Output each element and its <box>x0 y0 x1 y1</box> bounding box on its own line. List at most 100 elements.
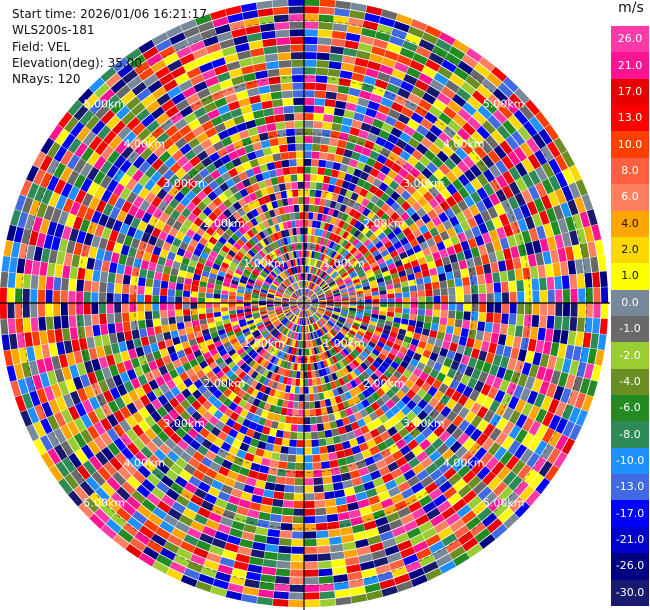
velocity-gate <box>158 365 169 376</box>
velocity-gate <box>434 413 446 425</box>
velocity-gate <box>347 244 355 252</box>
velocity-gate <box>174 191 185 203</box>
velocity-gate <box>215 320 223 327</box>
velocity-gate <box>98 356 109 369</box>
velocity-gate <box>175 392 186 404</box>
velocity-gate <box>245 316 254 322</box>
velocity-gate <box>270 91 283 100</box>
velocity-gate <box>297 181 304 189</box>
velocity-gate <box>307 309 312 316</box>
velocity-gate <box>298 303 304 308</box>
velocity-gate <box>297 299 304 303</box>
velocity-gate <box>289 439 297 447</box>
velocity-gate <box>363 288 371 294</box>
velocity-gate <box>483 263 492 275</box>
velocity-gate <box>341 384 349 393</box>
velocity-gate <box>158 150 172 163</box>
velocity-gate <box>157 200 169 212</box>
velocity-gate <box>412 352 422 362</box>
velocity-gate <box>190 297 198 303</box>
velocity-gate <box>69 364 80 379</box>
velocity-gate <box>539 353 550 368</box>
velocity-gate <box>385 83 400 94</box>
velocity-gate <box>292 283 298 290</box>
velocity-gate <box>293 363 298 371</box>
velocity-gate <box>196 463 209 474</box>
velocity-gate <box>395 400 406 410</box>
velocity-gate <box>582 257 592 274</box>
velocity-gate <box>480 383 492 396</box>
velocity-gate <box>125 428 139 442</box>
velocity-gate <box>290 331 295 339</box>
velocity-gate <box>158 230 169 241</box>
velocity-gate <box>534 440 548 456</box>
velocity-gate <box>125 48 142 63</box>
velocity-gate <box>317 37 332 46</box>
velocity-gate <box>349 586 366 596</box>
velocity-gate <box>447 279 455 288</box>
velocity-gate <box>370 317 378 323</box>
velocity-gate <box>48 124 64 142</box>
velocity-gate <box>259 465 270 474</box>
velocity-gate <box>447 453 460 467</box>
velocity-gate <box>378 414 389 424</box>
velocity-gate <box>300 356 304 364</box>
velocity-gate <box>240 340 249 348</box>
velocity-gate <box>432 45 449 59</box>
velocity-gate <box>185 228 196 239</box>
velocity-gate <box>479 140 493 154</box>
velocity-gate <box>73 158 87 174</box>
velocity-gate <box>319 336 325 345</box>
velocity-gate <box>369 320 377 327</box>
velocity-gate <box>418 296 426 303</box>
velocity-gate <box>311 439 320 447</box>
velocity-gate <box>0 287 8 303</box>
velocity-gate <box>258 15 275 25</box>
velocity-gate <box>422 392 433 404</box>
velocity-gate <box>304 296 307 303</box>
velocity-gate <box>146 100 161 114</box>
velocity-gate <box>213 288 222 295</box>
velocity-gate <box>295 282 299 290</box>
velocity-gate <box>324 265 331 273</box>
velocity-gate <box>279 530 293 539</box>
velocity-gate <box>319 280 325 287</box>
velocity-gate <box>266 370 273 379</box>
velocity-gate <box>219 79 233 90</box>
velocity-gate <box>148 262 157 272</box>
velocity-gate <box>278 206 285 215</box>
velocity-gate <box>233 355 242 364</box>
velocity-gate <box>107 150 121 165</box>
velocity-gate <box>74 189 87 204</box>
velocity-gate <box>95 486 110 502</box>
velocity-gate <box>50 208 62 223</box>
velocity-gate <box>355 287 363 292</box>
velocity-gate <box>485 135 499 150</box>
velocity-gate <box>341 213 349 222</box>
velocity-gate <box>291 294 298 299</box>
velocity-gate <box>304 280 307 288</box>
velocity-gate <box>311 251 315 259</box>
velocity-gate <box>213 217 223 227</box>
velocity-gate <box>392 322 401 329</box>
velocity-gate <box>521 362 532 376</box>
velocity-gate <box>209 545 224 557</box>
velocity-gate <box>3 240 14 257</box>
velocity-gate <box>351 445 362 455</box>
velocity-gate <box>213 303 221 308</box>
velocity-gate <box>282 221 289 230</box>
velocity-gate <box>486 303 494 313</box>
velocity-gate <box>276 382 283 391</box>
velocity-gate <box>340 291 348 296</box>
velocity-gate <box>276 239 283 248</box>
velocity-gate <box>360 122 372 133</box>
velocity-gate <box>415 45 432 59</box>
velocity-gate <box>399 323 408 331</box>
velocity-gate <box>270 338 278 346</box>
velocity-gate <box>326 306 334 310</box>
velocity-gate <box>236 506 249 516</box>
velocity-gate <box>284 310 292 316</box>
velocity-gate <box>298 281 301 289</box>
velocity-gate <box>311 304 319 306</box>
velocity-gate <box>304 181 311 189</box>
